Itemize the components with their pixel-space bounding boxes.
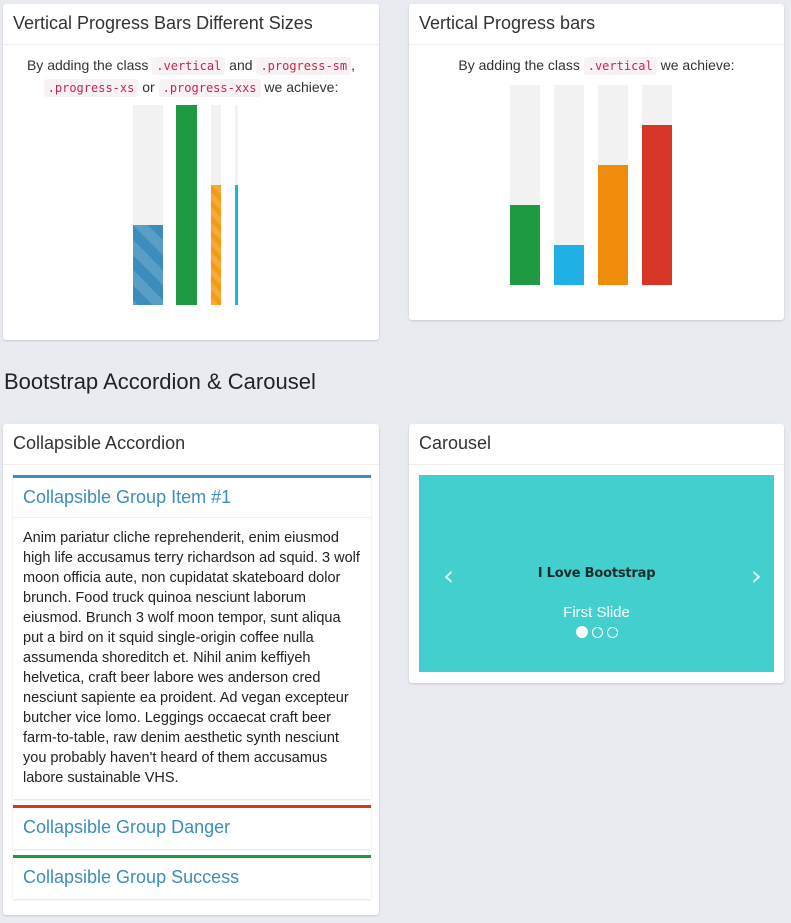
- desc-text: ,: [351, 57, 356, 73]
- accordion-body-item1: Anim pariatur cliche reprehenderit, enim…: [23, 530, 360, 786]
- code-progress-sm: .progress-sm: [256, 57, 352, 75]
- carousel-indicator[interactable]: [575, 626, 588, 638]
- carousel-indicator[interactable]: [606, 627, 618, 638]
- slide-text: I Love Bootstrap: [537, 566, 656, 581]
- carousel: ‹ I Love Bootstrap First Slide ›: [419, 475, 774, 672]
- progress-fill: [176, 105, 197, 305]
- progress-bar-sm: [176, 105, 197, 305]
- code-vertical: .vertical: [583, 57, 657, 75]
- carousel-box: Carousel ‹ I Love Bootstrap First Slide …: [409, 424, 784, 683]
- section-title: Bootstrap Accordion & Carousel: [4, 369, 316, 394]
- progress-fill: [235, 185, 238, 305]
- progress-bar-xxs: [235, 105, 238, 305]
- desc-text: By adding the class: [458, 57, 584, 73]
- progress-bar-danger: [642, 85, 672, 285]
- progress-bar-success: [510, 85, 540, 285]
- box-description: By adding the class .vertical we achieve…: [419, 55, 774, 77]
- chevron-right-icon[interactable]: ›: [750, 559, 762, 592]
- code-vertical: .vertical: [152, 57, 226, 75]
- accordion-panel-success: Collapsible Group Success: [13, 855, 371, 899]
- accordion-toggle-danger[interactable]: Collapsible Group Danger: [23, 817, 231, 837]
- desc-text: we achieve:: [260, 79, 339, 95]
- desc-text: or: [138, 79, 159, 95]
- carousel-indicators: [419, 626, 774, 638]
- progress-fill: [211, 185, 221, 305]
- accordion-box: Collapsible Accordion Collapsible Group …: [3, 424, 379, 915]
- desc-text: and: [225, 57, 257, 73]
- accordion-panel-danger: Collapsible Group Danger: [13, 805, 371, 849]
- progress-bar-info: [554, 85, 584, 285]
- progress-fill: [510, 205, 540, 285]
- code-progress-xxs: .progress-xxs: [158, 79, 261, 97]
- desc-text: By adding the class: [26, 57, 153, 73]
- carousel-caption: First Slide: [563, 604, 630, 621]
- code-progress-xs: .progress-xs: [43, 79, 139, 97]
- accordion-panel-item1: Collapsible Group Item #1 Anim pariatur …: [13, 475, 371, 799]
- progress-fill: [598, 165, 628, 285]
- progress-fill: [133, 225, 163, 305]
- progress-bar-xs: [211, 105, 221, 305]
- vertical-sizes-box: Vertical Progress Bars Different Sizes B…: [3, 4, 379, 340]
- progress-fill: [642, 125, 672, 285]
- box-title: Collapsible Accordion: [3, 424, 379, 465]
- vertical-progress-box: Vertical Progress bars By adding the cla…: [409, 4, 784, 320]
- box-title: Vertical Progress bars: [409, 4, 784, 45]
- box-title: Vertical Progress Bars Different Sizes: [3, 4, 379, 45]
- accordion-toggle-success[interactable]: Collapsible Group Success: [23, 867, 240, 887]
- progress-bar-warning: [598, 85, 628, 285]
- carousel-indicator[interactable]: [591, 627, 603, 638]
- box-title: Carousel: [409, 424, 784, 465]
- progress-fill: [554, 245, 584, 285]
- desc-text: we achieve:: [656, 57, 735, 73]
- chevron-left-icon[interactable]: ‹: [443, 559, 455, 592]
- accordion-toggle-item1[interactable]: Collapsible Group Item #1: [13, 478, 371, 518]
- progress-bar-default: [133, 105, 163, 305]
- box-description: By adding the class .vertical and .progr…: [13, 55, 369, 99]
